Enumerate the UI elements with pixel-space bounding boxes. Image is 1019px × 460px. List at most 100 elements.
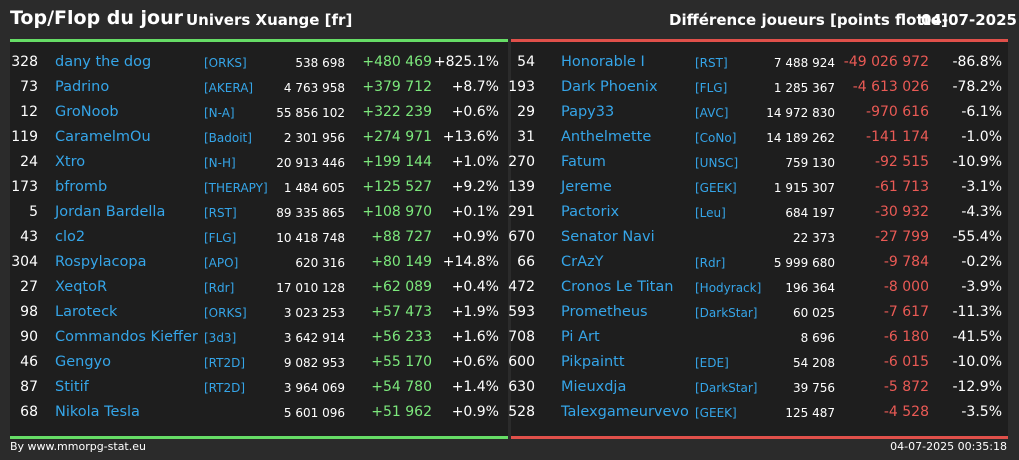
flop-alliance-tag[interactable]: [DarkStar] bbox=[695, 306, 758, 320]
flop-alliance-tag[interactable]: [FLG] bbox=[695, 81, 728, 95]
flop-row: 708 Pi Art 8 696 -6 180 -41.5% bbox=[508, 325, 1008, 350]
top-alliance-tag[interactable]: [APO] bbox=[204, 256, 239, 270]
flop-player-name[interactable]: Fatum bbox=[561, 154, 606, 170]
top-pct: +1.4% bbox=[451, 379, 499, 395]
top-delta: +55 170 bbox=[371, 354, 432, 370]
flop-player-name[interactable]: Mieuxdja bbox=[561, 379, 627, 395]
top-row: 328 dany the dog [ORKS] 538 698 +480 469 +825… bbox=[10, 50, 508, 75]
flop-delta: -4 613 026 bbox=[852, 79, 929, 95]
flop-delta: -49 026 972 bbox=[843, 54, 929, 70]
top-player-name[interactable]: bfromb bbox=[55, 179, 108, 195]
top-player-name[interactable]: Commandos Kieffer bbox=[55, 329, 198, 345]
top-rank: 12 bbox=[20, 104, 38, 120]
flop-points: 54 208 bbox=[793, 356, 835, 370]
flop-row: 600 Pikpaintt [EDE] 54 208 -6 015 -10.0% bbox=[508, 350, 1008, 375]
top-rank: 5 bbox=[29, 204, 38, 220]
flop-alliance-tag[interactable]: [DarkStar] bbox=[695, 381, 758, 395]
top-player-name[interactable]: Nikola Tesla bbox=[55, 404, 140, 420]
generated-timestamp: 04-07-2025 00:35:18 bbox=[890, 440, 1007, 453]
flop-points: 1 285 367 bbox=[773, 81, 835, 95]
top-alliance-tag[interactable]: [AKERA] bbox=[204, 81, 254, 95]
flop-player-name[interactable]: Prometheus bbox=[561, 304, 648, 320]
top-player-name[interactable]: Gengyo bbox=[55, 354, 112, 370]
flop-player-name[interactable]: Senator Navi bbox=[561, 229, 655, 245]
top-player-name[interactable]: GroNoob bbox=[55, 104, 119, 120]
top-alliance-tag[interactable]: [N-H] bbox=[204, 156, 236, 170]
top-delta: +125 527 bbox=[362, 179, 432, 195]
top-pct: +8.7% bbox=[451, 79, 499, 95]
flop-alliance-tag[interactable]: [AVC] bbox=[695, 106, 729, 120]
top-pct: +1.0% bbox=[451, 154, 499, 170]
flop-row: 593 Prometheus [DarkStar] 60 025 -7 617 -11.3… bbox=[508, 300, 1008, 325]
flop-points: 5 999 680 bbox=[773, 256, 835, 270]
flop-pct: -4.3% bbox=[961, 204, 1002, 220]
flop-player-name[interactable]: Pi Art bbox=[561, 329, 600, 345]
flop-alliance-tag[interactable]: [GEEK] bbox=[695, 181, 737, 195]
top-alliance-tag[interactable]: [RT2D] bbox=[204, 356, 246, 370]
top-alliance-tag[interactable]: [RST] bbox=[204, 206, 237, 220]
flop-player-name[interactable]: CrAzY bbox=[561, 254, 604, 270]
flop-rank: 54 bbox=[517, 54, 535, 70]
top-delta: +108 970 bbox=[362, 204, 432, 220]
flop-alliance-tag[interactable]: [Hodyrack] bbox=[695, 281, 762, 295]
flop-pct: -0.2% bbox=[961, 254, 1002, 270]
top-player-name[interactable]: clo2 bbox=[55, 229, 86, 245]
flop-alliance-tag[interactable]: [EDE] bbox=[695, 356, 729, 370]
top-player-name[interactable]: dany the dog bbox=[55, 54, 152, 70]
top-delta: +199 144 bbox=[362, 154, 432, 170]
flop-player-name[interactable]: Anthelmette bbox=[561, 129, 652, 145]
flop-points: 1 915 307 bbox=[773, 181, 835, 195]
flop-player-name[interactable]: Cronos Le Titan bbox=[561, 279, 674, 295]
top-rank: 90 bbox=[20, 329, 38, 345]
flop-player-name[interactable]: Papy33 bbox=[561, 104, 615, 120]
source-credit: By www.mmorpg-stat.eu bbox=[10, 440, 146, 453]
top-pct: +825.1% bbox=[433, 54, 499, 70]
flop-player-name[interactable]: Pactorix bbox=[561, 204, 620, 220]
flop-row: 670 Senator Navi 22 373 -27 799 -55.4% bbox=[508, 225, 1008, 250]
flop-points: 39 756 bbox=[793, 381, 835, 395]
flop-player-name[interactable]: Honorable I bbox=[561, 54, 645, 70]
top-player-name[interactable]: XeqtoR bbox=[55, 279, 108, 295]
top-player-name[interactable]: Laroteck bbox=[55, 304, 118, 320]
top-alliance-tag[interactable]: [FLG] bbox=[204, 231, 237, 245]
top-player-name[interactable]: Xtro bbox=[55, 154, 86, 170]
flop-alliance-tag[interactable]: [RST] bbox=[695, 56, 728, 70]
top-row: 68 Nikola Tesla 5 601 096 +51 962 +0.9% bbox=[10, 400, 508, 425]
flop-alliance-tag[interactable]: [Rdr] bbox=[695, 256, 726, 270]
flop-row: 291 Pactorix [Leu] 684 197 -30 932 -4.3% bbox=[508, 200, 1008, 225]
top-player-name[interactable]: CaramelmOu bbox=[55, 129, 151, 145]
top-alliance-tag[interactable]: [Badoit] bbox=[204, 131, 252, 145]
flop-player-name[interactable]: Talexgameurvevo bbox=[561, 404, 689, 420]
top-points: 620 316 bbox=[295, 256, 345, 270]
top-player-name[interactable]: Padrino bbox=[55, 79, 110, 95]
flop-row: 270 Fatum [UNSC] 759 130 -92 515 -10.9% bbox=[508, 150, 1008, 175]
top-delta: +54 780 bbox=[371, 379, 432, 395]
page-title: Top/Flop du jour bbox=[10, 7, 183, 29]
top-alliance-tag[interactable]: [Rdr] bbox=[204, 281, 235, 295]
top-alliance-tag[interactable]: [N-A] bbox=[204, 106, 235, 120]
flop-player-name[interactable]: Dark Phoenix bbox=[561, 79, 658, 95]
top-alliance-tag[interactable]: [THERAPY] bbox=[204, 181, 268, 195]
top-points: 5 601 096 bbox=[283, 406, 345, 420]
flop-row: 528 Talexgameurvevo [GEEK] 125 487 -4 528 -3.… bbox=[508, 400, 1008, 425]
top-pct: +14.8% bbox=[442, 254, 499, 270]
flop-alliance-tag[interactable]: [GEEK] bbox=[695, 406, 737, 420]
top-alliance-tag[interactable]: [3d3] bbox=[204, 331, 237, 345]
flop-alliance-tag[interactable]: [UNSC] bbox=[695, 156, 739, 170]
top-pct: +0.9% bbox=[451, 229, 499, 245]
top-player-name[interactable]: Rospylacopa bbox=[55, 254, 147, 270]
flop-row: 31 Anthelmette [CoNo] 14 189 262 -141 174 -1.… bbox=[511, 125, 1008, 150]
flop-alliance-tag[interactable]: [Leu] bbox=[695, 206, 726, 220]
flop-delta: -8 000 bbox=[883, 279, 929, 295]
top-row: 87 Stitif [RT2D] 3 964 069 +54 780 +1.4% bbox=[10, 375, 508, 400]
top-alliance-tag[interactable]: [RT2D] bbox=[204, 381, 246, 395]
flop-pct: -10.0% bbox=[952, 354, 1002, 370]
flop-alliance-tag[interactable]: [CoNo] bbox=[695, 131, 737, 145]
top-pct: +9.2% bbox=[451, 179, 499, 195]
flop-player-name[interactable]: Pikpaintt bbox=[561, 354, 625, 370]
top-alliance-tag[interactable]: [ORKS] bbox=[204, 306, 247, 320]
top-player-name[interactable]: Jordan Bardella bbox=[55, 204, 166, 220]
flop-player-name[interactable]: Jereme bbox=[561, 179, 612, 195]
top-player-name[interactable]: Stitif bbox=[55, 379, 89, 395]
top-alliance-tag[interactable]: [ORKS] bbox=[204, 56, 247, 70]
